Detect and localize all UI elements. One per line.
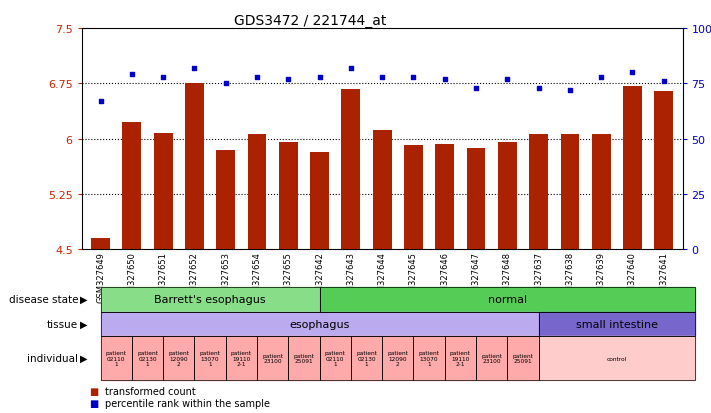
Point (220, 81, 231, 88)
Point (565, 88, 576, 94)
Text: transformed count: transformed count (105, 386, 196, 396)
Bar (435, 145, 454, 250)
Point (471, 85, 482, 92)
Bar (529, 134, 548, 250)
Bar (216, 150, 235, 250)
Text: tissue: tissue (47, 319, 78, 329)
Text: patient
02130
1: patient 02130 1 (137, 350, 158, 366)
Text: GDS3472 / 221744_at: GDS3472 / 221744_at (234, 14, 386, 28)
Point (439, 76, 451, 83)
Bar (623, 86, 642, 250)
Text: percentile rank within the sample: percentile rank within the sample (105, 398, 269, 408)
Text: control: control (606, 356, 627, 361)
Text: patient
23100: patient 23100 (481, 353, 502, 363)
Point (314, 74, 325, 81)
Bar (310, 153, 329, 250)
Text: ▶: ▶ (80, 319, 87, 329)
Point (126, 72, 137, 78)
Text: ▶: ▶ (80, 294, 87, 304)
Point (533, 85, 545, 92)
Text: ■: ■ (89, 398, 98, 408)
Bar (404, 145, 423, 250)
Text: normal: normal (488, 294, 527, 304)
Bar (154, 133, 173, 250)
Point (377, 74, 388, 81)
Bar (592, 134, 611, 250)
Bar (498, 142, 517, 250)
Text: patient
19110
2-1: patient 19110 2-1 (231, 350, 252, 366)
Text: patient
12090
2: patient 12090 2 (169, 350, 189, 366)
Text: disease state: disease state (9, 294, 78, 304)
Text: esophagus: esophagus (289, 319, 350, 329)
Bar (654, 92, 673, 250)
Point (188, 65, 200, 72)
Bar (91, 239, 110, 250)
Point (157, 74, 169, 81)
Text: ■: ■ (89, 386, 98, 396)
Text: Barrett's esophagus: Barrett's esophagus (154, 294, 266, 304)
Point (408, 74, 419, 81)
Point (95, 99, 106, 105)
Bar (185, 84, 204, 250)
Text: patient
02130
1: patient 02130 1 (356, 350, 377, 366)
Point (658, 78, 670, 85)
Point (282, 76, 294, 83)
Text: patient
02110
1: patient 02110 1 (325, 350, 346, 366)
Point (345, 65, 356, 72)
Point (596, 74, 607, 81)
Bar (122, 123, 141, 250)
Text: patient
02110
1: patient 02110 1 (106, 350, 127, 366)
Bar (466, 148, 486, 250)
Bar (341, 90, 360, 250)
Point (502, 76, 513, 83)
Bar (279, 143, 298, 250)
Text: patient
19110
2-1: patient 19110 2-1 (450, 350, 471, 366)
Text: patient
23100: patient 23100 (262, 353, 283, 363)
Text: patient
25091: patient 25091 (294, 353, 314, 363)
Point (627, 70, 638, 76)
Text: patient
13070
1: patient 13070 1 (200, 350, 220, 366)
Text: patient
25091: patient 25091 (513, 353, 533, 363)
Point (251, 74, 262, 81)
Bar (560, 135, 579, 250)
Bar (373, 131, 392, 250)
Text: patient
13070
1: patient 13070 1 (419, 350, 439, 366)
Text: individual: individual (27, 353, 78, 363)
Text: ▶: ▶ (80, 353, 87, 363)
Text: small intestine: small intestine (576, 319, 658, 329)
Text: patient
12090
2: patient 12090 2 (387, 350, 408, 366)
Bar (247, 134, 267, 250)
